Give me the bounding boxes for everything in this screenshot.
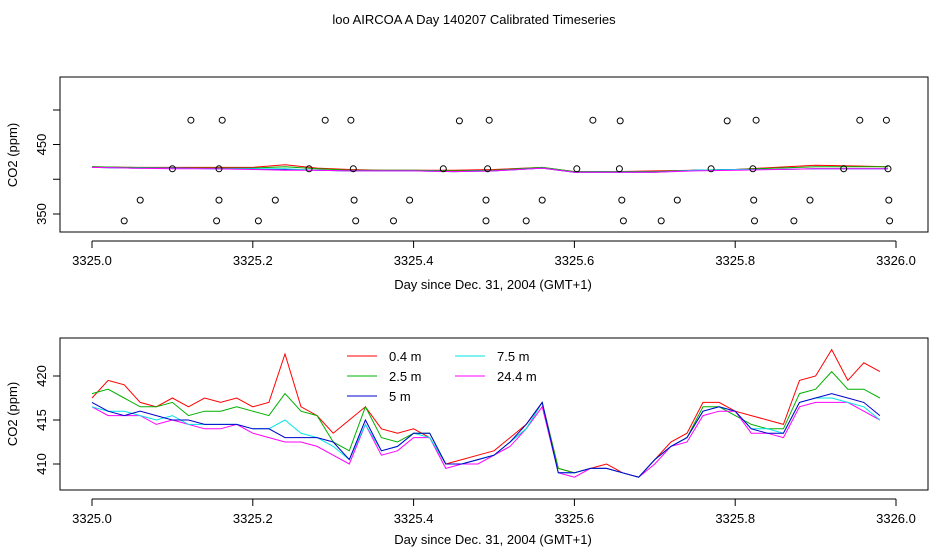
bottom-y-axis-label: CO2 (ppm) <box>5 382 20 446</box>
data-point <box>439 165 447 173</box>
data-point <box>187 116 195 124</box>
y-tick-label: 415 <box>34 409 49 431</box>
x-tick-label: 3325.0 <box>72 511 112 526</box>
legend-label: 0.4 m <box>389 349 422 364</box>
data-point <box>673 196 681 204</box>
bottom-panel: 3325.0 3325.2 3325.4 3325.6 3325.8 3326.0 410… <box>5 337 929 547</box>
y-tick-label: 450 <box>34 134 49 156</box>
data-point <box>390 217 397 225</box>
data-point <box>790 217 798 225</box>
data-point <box>305 165 313 173</box>
x-tick-label: 3325.0 <box>72 253 112 268</box>
bottom-x-axis: 3325.0 3325.2 3325.4 3325.6 3325.8 3326.0 <box>72 498 916 526</box>
series-line <box>91 401 881 478</box>
x-tick-label: 3326.0 <box>876 253 916 268</box>
data-point <box>885 196 893 204</box>
data-point <box>751 217 758 225</box>
data-point <box>522 217 530 225</box>
data-point <box>120 217 128 225</box>
data-point <box>589 116 597 124</box>
data-point <box>723 117 731 125</box>
x-tick-label: 3325.6 <box>555 253 595 268</box>
data-point <box>884 165 892 173</box>
data-point <box>750 196 758 204</box>
data-point <box>136 196 144 204</box>
series-line <box>91 397 881 478</box>
data-point <box>482 196 490 204</box>
data-point <box>349 165 357 173</box>
chart-title: loo AIRCOA A Day 140207 Calibrated Times… <box>332 12 616 27</box>
x-tick-label: 3325.4 <box>394 253 434 268</box>
data-point <box>352 217 360 225</box>
top-scatter-points <box>120 116 894 225</box>
data-point <box>573 165 581 173</box>
y-tick-label: 410 <box>34 453 49 475</box>
data-point <box>271 196 279 204</box>
top-y-axis-label: CO2 (ppm) <box>5 123 20 187</box>
x-tick-label: 3325.2 <box>233 511 273 526</box>
series-line <box>91 348 881 478</box>
top-y-axis: 350 450 <box>34 109 61 225</box>
data-point <box>215 196 223 204</box>
data-point <box>616 117 624 125</box>
data-point <box>406 196 414 204</box>
data-point <box>482 217 490 225</box>
top-panel: 3325.0 3325.2 3325.4 3325.6 3325.8 3326.0 350… <box>5 76 929 292</box>
legend-label: 5 m <box>389 389 411 404</box>
legend-label: 24.4 m <box>497 369 537 384</box>
data-point <box>215 165 223 173</box>
bottom-y-axis: 410 415 420 <box>34 365 61 475</box>
legend-label: 7.5 m <box>497 349 530 364</box>
y-tick-label: 420 <box>34 365 49 387</box>
data-point <box>749 165 757 173</box>
legend-label: 2.5 m <box>389 369 422 384</box>
data-point <box>806 196 814 204</box>
data-point <box>455 117 463 125</box>
x-tick-label: 3325.6 <box>555 511 595 526</box>
series-line <box>91 166 888 173</box>
data-point <box>882 116 890 124</box>
top-x-axis: 3325.0 3325.2 3325.4 3325.6 3325.8 3326.0 <box>72 240 916 268</box>
top-series-lines <box>91 164 889 173</box>
data-point <box>347 116 355 124</box>
data-point <box>615 165 623 173</box>
x-tick-label: 3325.8 <box>715 253 755 268</box>
x-tick-label: 3326.0 <box>876 511 916 526</box>
x-tick-label: 3325.2 <box>233 253 273 268</box>
data-point <box>538 196 546 204</box>
x-tick-label: 3325.4 <box>394 511 434 526</box>
data-point <box>485 116 493 124</box>
data-point <box>321 116 329 124</box>
data-point <box>752 116 760 124</box>
data-point <box>213 217 221 225</box>
top-plot-frame <box>59 76 929 233</box>
series-line <box>91 393 881 478</box>
data-point <box>484 165 492 173</box>
bottom-series-lines <box>91 348 881 478</box>
bottom-plot-frame <box>59 337 929 491</box>
data-point <box>254 217 262 225</box>
data-point <box>707 165 715 173</box>
data-point <box>350 196 358 204</box>
legend: 0.4 m 2.5 m 5 m 7.5 m 24.4 m <box>347 349 537 404</box>
data-point <box>840 165 848 173</box>
data-point <box>618 196 626 204</box>
data-point <box>886 217 894 225</box>
data-point <box>218 116 226 124</box>
y-tick-label: 350 <box>34 203 49 225</box>
data-point <box>619 217 627 225</box>
top-x-axis-label: Day since Dec. 31, 2004 (GMT+1) <box>394 277 592 292</box>
data-point <box>657 217 665 225</box>
data-point <box>168 165 176 173</box>
data-point <box>856 116 864 124</box>
bottom-x-axis-label: Day since Dec. 31, 2004 (GMT+1) <box>394 532 592 547</box>
x-tick-label: 3325.8 <box>715 511 755 526</box>
